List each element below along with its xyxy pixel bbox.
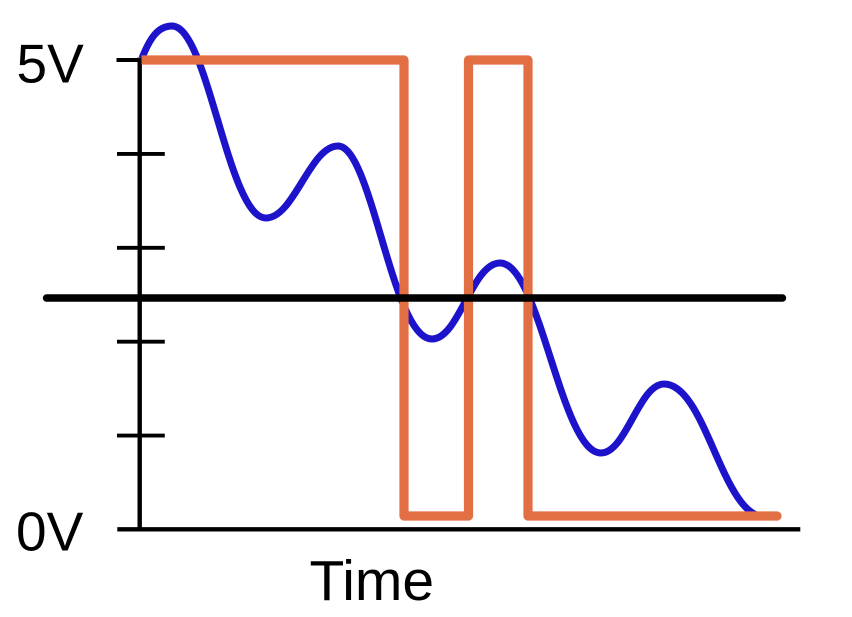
svg-text:0V: 0V (16, 501, 84, 563)
svg-text:Time: Time (310, 549, 435, 613)
svg-text:5V: 5V (17, 33, 85, 95)
